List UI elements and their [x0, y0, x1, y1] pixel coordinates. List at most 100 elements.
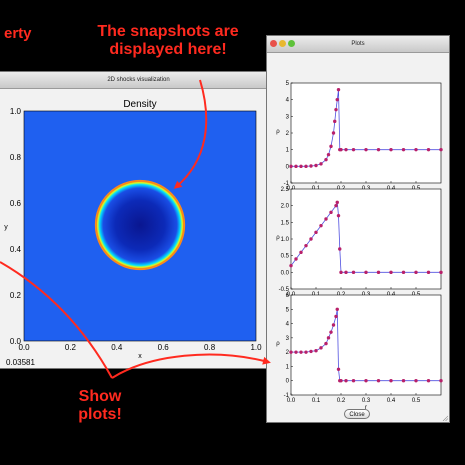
y-tick-label: 0.6: [10, 199, 22, 208]
y-tick-label: 2.5: [281, 187, 290, 193]
y-tick-label: 0.0: [281, 270, 290, 276]
zoom-window-icon[interactable]: [288, 40, 295, 47]
data-point: [344, 379, 348, 383]
y-tick-label: 4: [286, 98, 290, 104]
data-point: [351, 147, 356, 152]
data-point: [389, 379, 393, 383]
y-tick-label: 1: [286, 364, 290, 370]
data-point: [324, 217, 328, 221]
data-point: [338, 247, 342, 251]
shock-ring: [95, 180, 185, 270]
data-point: [314, 230, 318, 235]
annotation-snapshots: The snapshots are displayed here!: [78, 23, 258, 59]
data-point: [314, 163, 318, 168]
y-tick-label: 1: [286, 148, 290, 154]
minimize-window-icon[interactable]: [279, 40, 286, 47]
data-point: [294, 257, 298, 261]
data-point: [376, 147, 381, 152]
y-tick-label: 0: [286, 164, 290, 170]
data-point: [326, 152, 331, 157]
y-tick-label: 4: [286, 322, 290, 328]
data-point: [294, 164, 298, 169]
annotation-show-line1: Show: [78, 388, 122, 405]
data-point: [376, 379, 381, 383]
data-point: [439, 379, 443, 383]
data-point: [401, 270, 406, 275]
data-point: [364, 147, 368, 152]
data-point: [364, 379, 368, 383]
y-tick-label: 0.4: [10, 245, 22, 254]
data-point: [304, 164, 308, 169]
x-ticks: 0.0 0.2 0.4 0.6 0.8 1.0: [18, 343, 262, 352]
data-point: [289, 350, 293, 354]
data-point: [299, 350, 303, 354]
y-tick-label: 1.0: [281, 237, 290, 243]
x-axis-label: r: [365, 405, 367, 411]
data-point: [329, 210, 333, 215]
data-point: [326, 336, 331, 340]
data-point: [336, 87, 341, 92]
y-tick-label: 2.0: [281, 204, 290, 210]
data-point: [289, 164, 293, 169]
data-point: [389, 270, 393, 275]
annotation-snapshots-line2: displayed here!: [109, 40, 227, 58]
y-axis-label: ρ: [276, 341, 280, 347]
data-point: [314, 349, 318, 353]
y-axis-label: ρ: [276, 235, 280, 241]
y-axis-label: ρ: [276, 129, 280, 135]
radial-plots: 0.00.10.20.30.40.5-1012345ρ0.00.10.20.30…: [276, 81, 443, 411]
x-tick-label: 0.6: [158, 343, 170, 352]
data-point: [339, 270, 343, 275]
y-tick-label: 1.0: [10, 107, 22, 116]
x-axis-label: x: [138, 353, 142, 360]
data-point: [336, 367, 341, 371]
data-point: [364, 270, 368, 275]
close-window-icon[interactable]: [270, 40, 277, 47]
y-tick-label: -1: [284, 393, 290, 399]
data-point: [334, 314, 338, 319]
data-point: [389, 147, 393, 152]
window-controls: [270, 40, 295, 47]
viz-window-title: 2D shocks visualization: [107, 77, 170, 83]
data-point: [376, 270, 381, 275]
viz-window-titlebar[interactable]: 2D shocks visualization: [0, 72, 277, 89]
density-title: Density: [123, 99, 156, 110]
data-point: [294, 350, 298, 354]
y-tick-label: 0.2: [10, 291, 22, 300]
plots-window: Plots 0.00.10.20.30.40.5-1012345ρ0.00.10…: [267, 36, 449, 422]
data-point: [414, 270, 418, 275]
y-ticks: 0.0 0.2 0.4 0.6 0.8 1.0: [10, 107, 22, 346]
y-tick-label: 0: [286, 379, 290, 385]
close-button[interactable]: Close: [344, 409, 370, 419]
x-tick-label: 1.0: [250, 343, 262, 352]
data-point: [329, 330, 333, 334]
data-point: [319, 223, 323, 228]
y-tick-label: 5: [286, 81, 290, 87]
shock-ring-outline: [94, 179, 186, 271]
y-tick-label: -1: [284, 181, 290, 187]
y-tick-label: 2: [286, 131, 290, 137]
annotation-snapshots-line1: The snapshots are: [97, 23, 239, 40]
density-plot: Density 0.0 0.2 0.4 0.6 0.8 1.0 0.0 0.2 …: [4, 99, 262, 367]
resize-grip-icon[interactable]: [442, 415, 448, 421]
data-point: [344, 270, 348, 275]
data-point: [329, 144, 333, 149]
viz-window: 2D shocks visualization Density 0.0 0.2 …: [0, 72, 277, 368]
data-point: [335, 307, 339, 311]
plot-frame: [290, 294, 442, 396]
x-tick-label: 0.8: [204, 343, 216, 352]
data-point: [439, 270, 443, 275]
plots-window-titlebar[interactable]: Plots: [267, 36, 449, 53]
data-point: [336, 213, 341, 218]
y-tick-label: 0.8: [10, 153, 22, 162]
y-axis-label: y: [4, 224, 8, 231]
y-tick-label: 5: [286, 307, 290, 313]
data-point: [351, 379, 356, 383]
y-tick-label: -0.5: [279, 287, 290, 293]
y-tick-label: 1.5: [281, 220, 290, 226]
data-point: [426, 379, 431, 383]
data-point: [344, 147, 348, 152]
data-point: [401, 147, 406, 152]
annotation-property-fragment: erty: [4, 25, 32, 42]
data-point: [319, 162, 323, 166]
